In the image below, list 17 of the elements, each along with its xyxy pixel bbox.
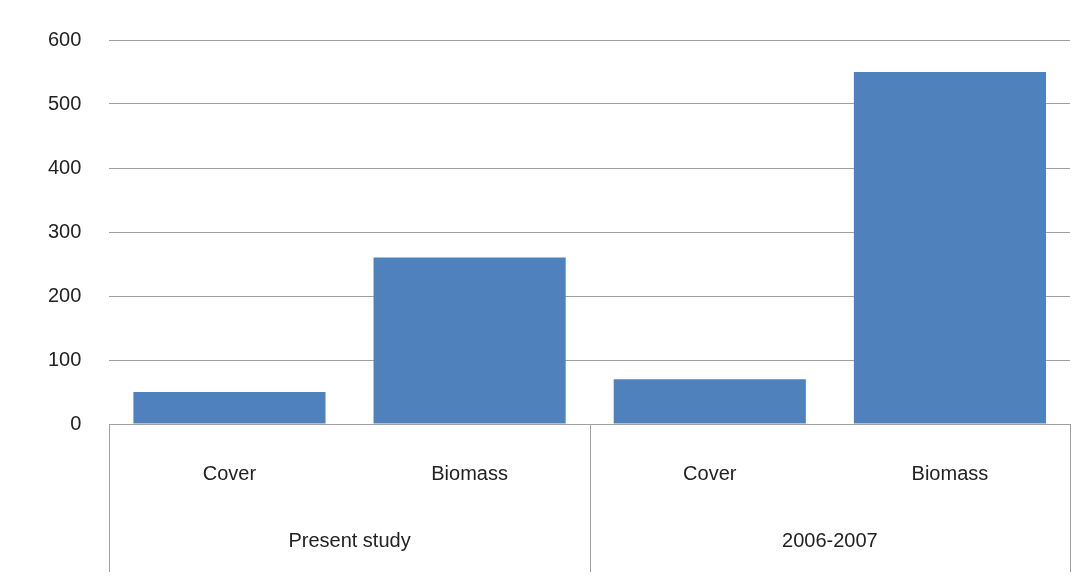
- bar: [373, 257, 566, 424]
- x-tick-label: Cover: [683, 461, 737, 484]
- y-tick-label: 600: [47, 27, 82, 50]
- y-tick-label: 100: [47, 347, 82, 370]
- y-tick-label: 400: [47, 155, 82, 178]
- y-tick-label: 200: [47, 283, 82, 306]
- y-tick-label: 500: [47, 91, 82, 114]
- y-tick-label: 300: [47, 219, 82, 242]
- bar: [613, 379, 806, 424]
- text: Present study: [288, 528, 411, 551]
- x-tick-label: Cover: [202, 461, 257, 484]
- bar: [853, 72, 1046, 424]
- y-tick-label: 0: [70, 411, 82, 434]
- bar: [133, 392, 326, 424]
- x-tick-label: Biomass: [431, 461, 508, 484]
- x-tick-label: Biomass: [911, 461, 989, 484]
- text: 2006-2007: [782, 528, 878, 551]
